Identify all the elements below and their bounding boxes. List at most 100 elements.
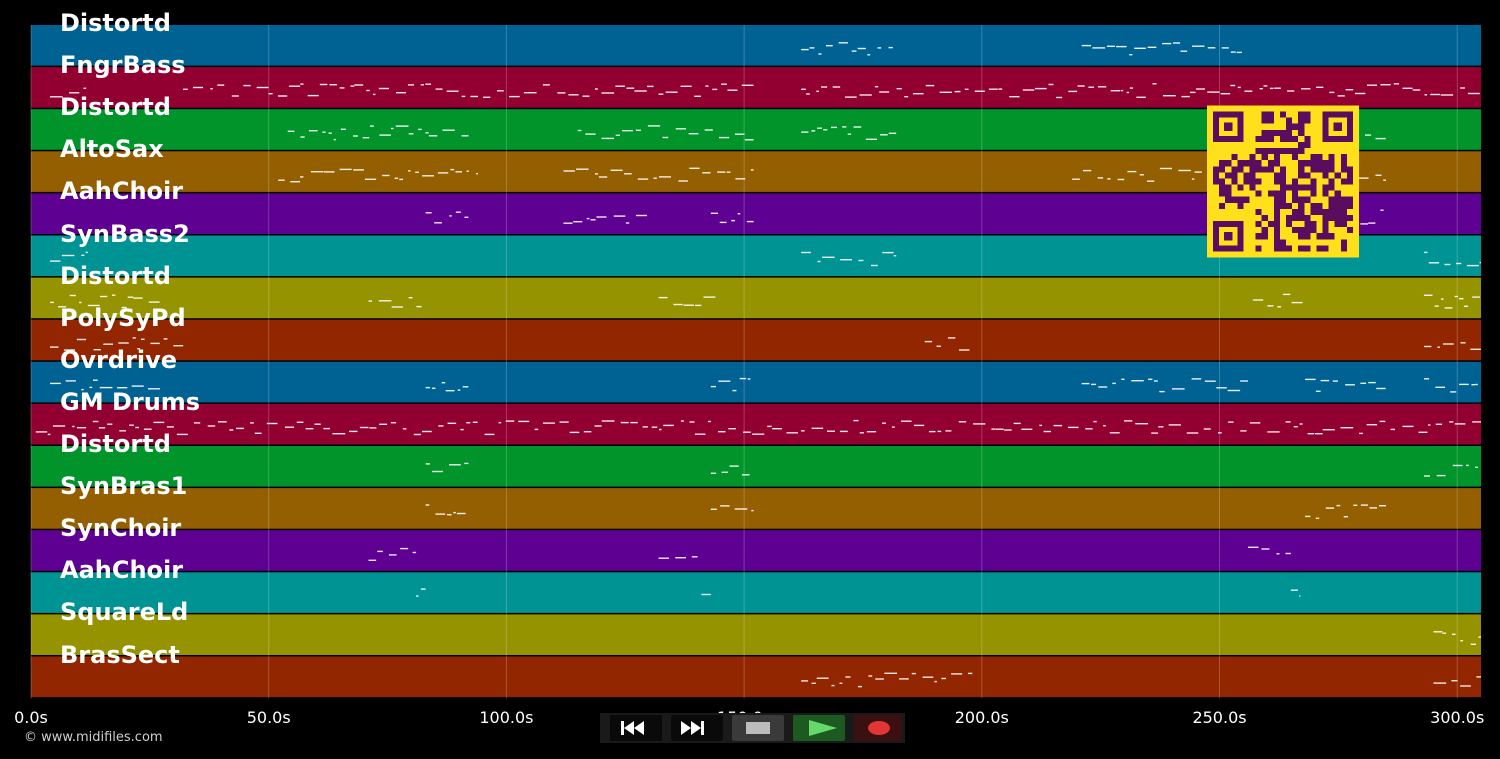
qr-module <box>1231 154 1238 161</box>
note <box>1359 177 1369 179</box>
qr-module <box>1286 135 1293 142</box>
note <box>594 425 602 427</box>
note <box>659 428 662 431</box>
note <box>845 676 851 678</box>
note <box>100 295 108 298</box>
note <box>1293 426 1298 428</box>
note <box>1478 636 1481 638</box>
note <box>842 126 847 128</box>
qr-module <box>1279 202 1287 209</box>
qr-module <box>1225 172 1232 179</box>
qr-module <box>1334 202 1341 209</box>
qr-module <box>1292 184 1299 191</box>
note <box>694 304 702 307</box>
record-button[interactable] <box>854 715 902 741</box>
note <box>888 132 897 134</box>
note <box>1107 178 1111 180</box>
note <box>422 430 432 433</box>
note <box>1067 426 1079 429</box>
note <box>1039 424 1043 427</box>
fast-forward-button[interactable] <box>671 715 723 741</box>
note <box>505 420 515 422</box>
note <box>936 345 941 347</box>
qr-module <box>1346 202 1353 209</box>
note <box>1022 89 1035 91</box>
qr-module <box>1334 221 1341 228</box>
qr-module <box>1322 214 1329 222</box>
qr-module <box>1328 233 1335 240</box>
note <box>823 129 828 131</box>
note <box>50 301 54 304</box>
note <box>1340 427 1354 429</box>
qr-module <box>1340 208 1347 215</box>
note <box>1450 391 1457 393</box>
note <box>1301 88 1311 90</box>
note <box>339 168 352 171</box>
note <box>1393 83 1400 85</box>
note <box>379 423 388 425</box>
note <box>450 168 455 171</box>
qr-module <box>1273 208 1280 215</box>
note <box>1159 390 1165 393</box>
qr-module <box>1328 178 1335 185</box>
note <box>1436 474 1446 477</box>
qr-module <box>1292 196 1299 203</box>
note <box>461 135 469 137</box>
note <box>1423 251 1428 254</box>
note <box>76 338 87 341</box>
qr-module <box>1267 190 1274 197</box>
qr-module <box>1316 208 1323 215</box>
qr-module <box>1286 245 1293 252</box>
note <box>1282 293 1291 296</box>
note <box>1368 381 1376 384</box>
track-label: SynBras1 <box>60 472 188 501</box>
track-notes <box>425 462 1478 477</box>
note <box>1459 298 1464 300</box>
note <box>1186 432 1199 434</box>
qr-module <box>1267 160 1274 167</box>
qr-module <box>1273 178 1280 185</box>
note <box>647 125 661 127</box>
note <box>964 88 969 90</box>
rewind-button[interactable] <box>610 715 662 741</box>
note <box>457 389 461 391</box>
qr-module <box>1310 178 1317 185</box>
track-lane <box>31 656 1481 698</box>
qr-module <box>1310 160 1317 167</box>
note <box>1230 84 1236 87</box>
qr-module <box>1261 227 1268 234</box>
note <box>1152 83 1157 85</box>
note <box>717 171 726 173</box>
note <box>625 222 630 224</box>
qr-module <box>1298 117 1305 124</box>
qr-module <box>1304 245 1311 252</box>
note <box>1345 89 1354 91</box>
qr-module <box>1213 172 1220 179</box>
note <box>1267 431 1280 433</box>
stop-button[interactable] <box>732 715 784 741</box>
note <box>416 595 419 597</box>
qr-module <box>1322 190 1329 197</box>
note <box>449 215 452 217</box>
qr-module <box>1346 196 1353 203</box>
note <box>425 386 430 389</box>
note <box>826 45 833 47</box>
note <box>801 88 806 90</box>
note <box>712 88 718 91</box>
note <box>893 255 897 257</box>
note <box>875 678 884 680</box>
note <box>542 84 550 86</box>
qr-module <box>1298 141 1305 149</box>
note <box>435 513 446 515</box>
qr-module <box>1279 166 1287 173</box>
note <box>1285 552 1291 555</box>
note <box>635 129 641 131</box>
play-button[interactable] <box>793 715 845 741</box>
note <box>310 171 324 173</box>
note <box>1305 378 1316 381</box>
note <box>1248 546 1259 548</box>
note <box>300 176 304 178</box>
track-lane <box>31 25 1481 66</box>
note <box>865 138 878 140</box>
note <box>707 420 711 423</box>
